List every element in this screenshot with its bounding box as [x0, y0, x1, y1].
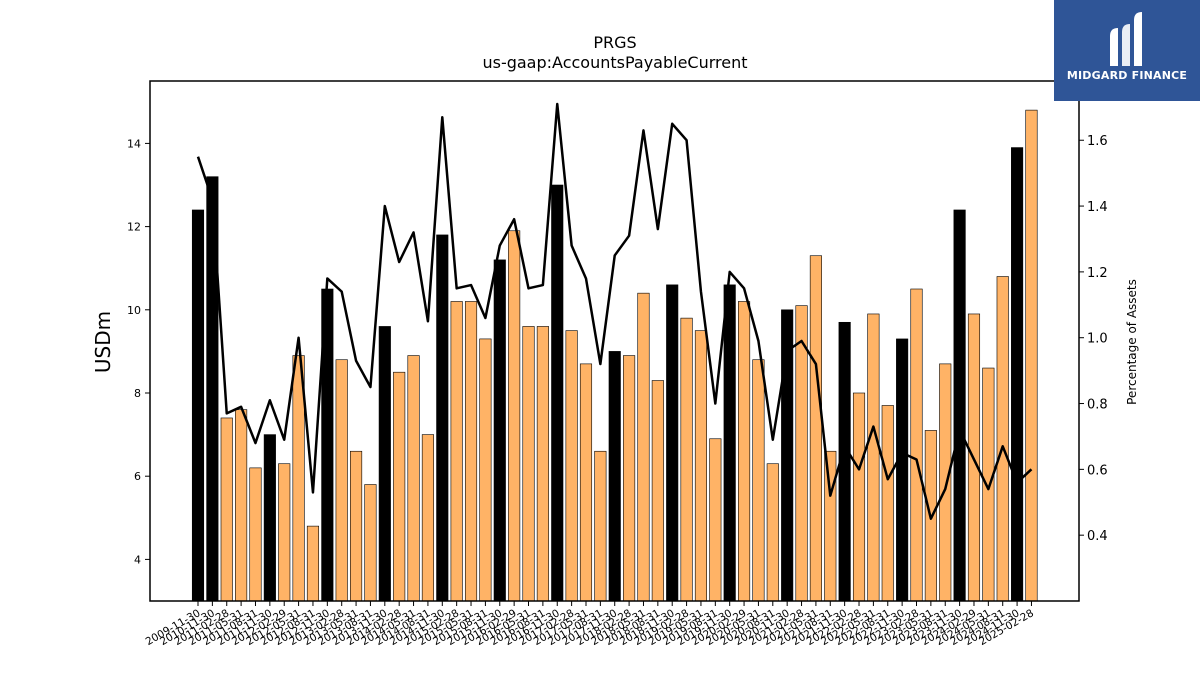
bar [249, 467, 262, 602]
line-series [196, 102, 1033, 520]
bar [464, 301, 478, 602]
bar [450, 301, 463, 602]
bar [436, 234, 449, 602]
y-axis-label: USDm [91, 311, 115, 373]
y2-tick-label: 0.6 [1087, 463, 1108, 478]
bar [910, 288, 923, 602]
y2-tick-label: 1.2 [1087, 266, 1108, 281]
bar [896, 338, 909, 602]
bar [709, 438, 722, 602]
bar [795, 305, 808, 602]
bar [680, 317, 693, 602]
y-tick-label: 4 [134, 553, 141, 566]
bar [766, 463, 779, 602]
y2-tick-label: 1.4 [1087, 200, 1108, 215]
bar [579, 363, 593, 602]
bar [407, 355, 420, 602]
bar [551, 184, 564, 602]
bar [393, 371, 406, 602]
bar [608, 351, 621, 602]
logo-text: MIDGARD FINANCE [1066, 69, 1188, 82]
y2-tick-label: 1.6 [1087, 134, 1108, 149]
bar [522, 326, 535, 602]
plot-frame [149, 80, 1080, 602]
bar [191, 209, 205, 602]
bar [694, 330, 708, 602]
bar [953, 209, 966, 602]
y2-axis-label: Percentage of Assets [1125, 279, 1139, 405]
bar [378, 326, 391, 602]
bar [278, 463, 291, 602]
bar [881, 405, 894, 602]
bar [623, 355, 636, 602]
y-tick-label: 6 [134, 470, 141, 483]
bar [637, 292, 650, 602]
bar [479, 338, 492, 602]
bar [364, 484, 377, 602]
y-tick-label: 10 [127, 304, 141, 317]
logo-mark-icon [1110, 12, 1142, 66]
bar [939, 363, 952, 602]
bar [493, 259, 506, 602]
bar [852, 392, 866, 602]
bar [824, 450, 837, 602]
y-tick-label: 14 [127, 137, 141, 150]
bar [867, 313, 880, 602]
axes: 4681012140.40.60.81.01.21.41.62009-11-30… [127, 134, 1108, 648]
brand-logo: MIDGARD FINANCE [1054, 0, 1200, 101]
bar [421, 434, 434, 602]
bar [1025, 109, 1038, 602]
bar [206, 176, 219, 602]
bar [335, 359, 348, 602]
chart-title: PRGS [593, 33, 636, 52]
bar [738, 301, 751, 602]
y-tick-label: 8 [134, 387, 141, 400]
y2-tick-label: 0.8 [1087, 398, 1108, 413]
bar [666, 284, 679, 602]
bar [996, 276, 1009, 602]
bar [651, 380, 664, 602]
bar [220, 417, 233, 602]
bar [594, 450, 607, 602]
bar [723, 284, 736, 602]
bar-series [191, 109, 1038, 602]
y-tick-label: 12 [127, 221, 141, 234]
bar [1011, 147, 1024, 602]
chart-subtitle: us-gaap:AccountsPayableCurrent [482, 53, 747, 72]
bar [306, 525, 320, 602]
bar [235, 409, 248, 602]
bar [350, 450, 363, 602]
line-path [196, 102, 1033, 520]
y2-tick-label: 0.4 [1087, 529, 1108, 544]
bar [508, 230, 521, 602]
bar [809, 255, 822, 602]
bar [565, 330, 578, 602]
bar [752, 359, 765, 602]
bar [263, 434, 276, 602]
y2-tick-label: 1.0 [1087, 332, 1108, 347]
bar [536, 326, 549, 602]
bar [982, 367, 995, 602]
